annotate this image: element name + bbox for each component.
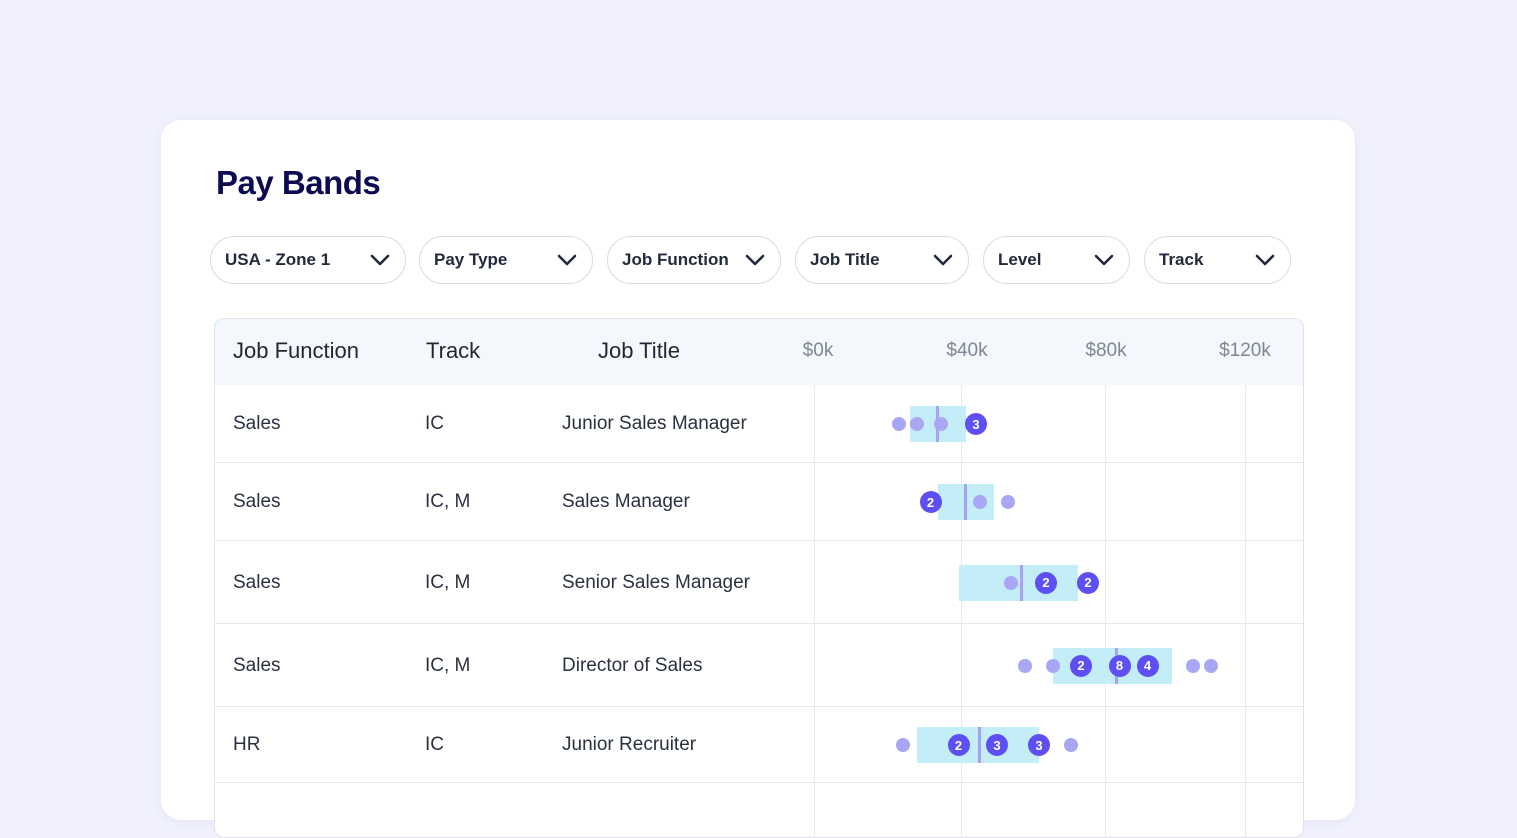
filter-dropdown-track[interactable]: Track [1144,236,1291,284]
filter-label: USA - Zone 1 [225,250,331,269]
axis-tick-label: $0k [802,340,834,361]
grid-line [1105,385,1106,837]
pay-band-median [964,484,967,520]
cell-job-function: Sales [233,654,281,676]
cell-job-function: HR [233,734,261,755]
column-header-job-function[interactable]: Job Function [233,338,359,363]
row-divider [215,706,1303,707]
filter-dropdown-level[interactable]: Level [983,236,1130,284]
employee-salary-dot[interactable] [1046,658,1060,673]
axis-tick-label: $120k [1219,340,1271,361]
employee-cluster-badge[interactable]: 2 [1077,571,1099,594]
employee-cluster-badge[interactable]: 2 [919,491,942,513]
chevron-down-icon [1254,249,1276,271]
chevron-down-icon [1093,249,1115,271]
row-divider [215,782,1303,783]
row-divider [215,540,1303,541]
filter-dropdown-job-function[interactable]: Job Function [607,236,781,284]
employee-salary-dot[interactable] [1018,658,1032,673]
cell-job-function: Sales [233,491,281,512]
employee-cluster-badge[interactable]: 3 [965,413,987,435]
pay-band-median [936,406,939,442]
pay-band-median [1114,647,1118,684]
cell-job-title: Junior Sales Manager [562,413,747,434]
employee-cluster-badge[interactable]: 2 [1070,654,1092,677]
axis-tick-label: $40k [946,340,988,361]
cell-track: IC [425,734,444,755]
cell-job-function: Sales [233,413,281,434]
cell-job-title: Junior Recruiter [562,734,697,755]
pay-band-range[interactable] [1053,647,1172,684]
cell-job-title: Director of Sales [562,654,703,676]
cell-track: IC, M [425,491,471,512]
filter-label: Pay Type [434,250,508,269]
table-row[interactable]: Sales IC, M Sales Manager 2 [215,319,1303,837]
pay-band-range[interactable] [937,484,994,520]
row-divider [215,623,1303,624]
chevron-down-icon [556,249,578,271]
employee-salary-dot[interactable] [895,738,910,752]
employee-cluster-badge[interactable]: 2 [947,734,970,756]
axis-tick-label: $80k [1085,340,1127,361]
employee-cluster-badge[interactable]: 8 [1108,654,1131,677]
column-header-track[interactable]: Track [426,338,481,363]
employee-cluster-badge[interactable]: 2 [1035,571,1057,594]
employee-salary-dot[interactable] [1000,495,1015,509]
filter-dropdown-job-title[interactable]: Job Title [795,236,969,284]
cell-job-function: Sales [233,571,281,593]
filter-label: Track [1159,250,1204,269]
column-header-job-title[interactable]: Job Title [598,338,680,363]
filter-label: Job Title [810,250,880,269]
employee-salary-dot[interactable] [1004,575,1018,590]
employee-salary-dot[interactable] [972,495,987,509]
filter-dropdown-usa-zone-1[interactable]: USA - Zone 1 [210,236,406,284]
pay-bands-table: Job Function Track Job Title $0k $40k $80k… [214,318,1304,838]
cell-track: IC, M [425,571,471,593]
table-row[interactable]: HR IC Junior Recruiter 2 3 3 [215,319,1303,837]
chevron-down-icon [369,249,391,271]
employee-cluster-badge[interactable]: 3 [1028,734,1050,756]
row-divider [215,462,1303,463]
employee-cluster-badge[interactable]: 3 [986,734,1008,756]
employee-salary-dot[interactable] [1186,658,1200,673]
filter-dropdown-pay-type[interactable]: Pay Type [419,236,593,284]
pay-band-range[interactable] [909,406,966,442]
page-title: Pay Bands [216,164,381,201]
employee-salary-dot[interactable] [909,417,924,431]
pay-band-median [978,727,981,763]
cell-job-title: Sales Manager [562,491,690,512]
chevron-down-icon [932,249,954,271]
table-row[interactable]: Sales IC Junior Sales Manager 3 [215,319,1303,837]
pay-band-median [1020,564,1023,601]
employee-salary-dot[interactable] [1063,738,1078,752]
pay-band-range[interactable] [916,727,1039,763]
grid-line [814,385,815,837]
table-row[interactable]: Sales IC, M Senior Sales Manager 2 2 [215,319,1303,837]
cell-track: IC [425,413,444,434]
table-row[interactable]: Sales IC, M Director of Sales 2 8 4 [215,319,1303,837]
employee-salary-dot[interactable] [1203,658,1218,673]
employee-salary-dot[interactable] [934,417,948,431]
table-header: Job Function Track Job Title $0k $40k $80k… [215,319,1303,385]
grid-line [1245,385,1246,837]
pay-band-range[interactable] [958,564,1078,601]
cell-job-title: Senior Sales Manager [562,571,750,593]
cell-track: IC, M [425,654,471,676]
employee-cluster-badge[interactable]: 4 [1136,654,1159,677]
filter-label: Level [998,250,1042,269]
filter-label: Job Function [622,250,729,269]
employee-salary-dot[interactable] [892,417,906,431]
chevron-down-icon [744,249,766,271]
pay-bands-card: Pay Bands USA - Zone 1 Pay Type Job Functi… [161,120,1355,838]
grid-line [961,385,962,837]
